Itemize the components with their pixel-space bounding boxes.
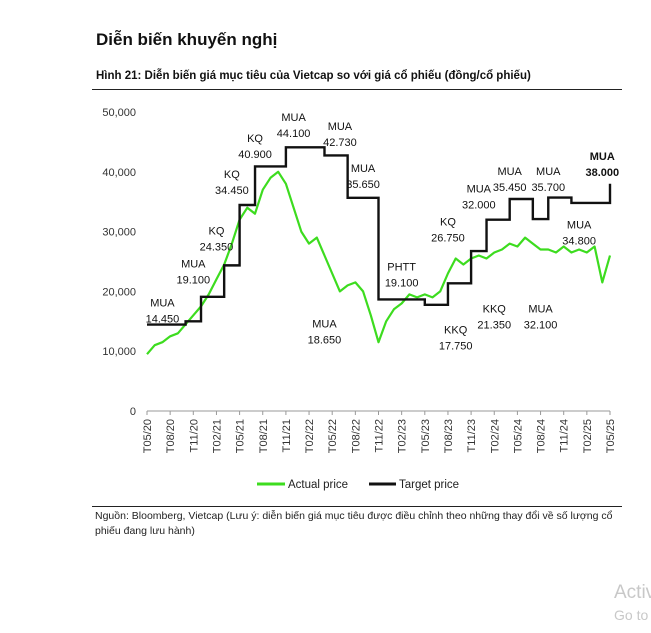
y-tick-label: 30,000 bbox=[102, 227, 136, 239]
annotation-rating: MUA bbox=[181, 258, 206, 270]
watermark-line-2: Go to bbox=[614, 607, 649, 623]
annotation-rating: MUA bbox=[567, 220, 592, 232]
annotation-value: 32.000 bbox=[462, 200, 496, 212]
annotation-value: 21.350 bbox=[477, 319, 511, 331]
x-tick-label: T05/20 bbox=[142, 419, 154, 453]
target-price-line bbox=[147, 146, 612, 326]
x-tick-label: T11/22 bbox=[374, 419, 386, 452]
annotation-value: 40.900 bbox=[238, 149, 272, 161]
x-tick-label: T11/24 bbox=[559, 419, 571, 452]
annotation-rating: MUA bbox=[497, 166, 522, 178]
annotation-value: 42.730 bbox=[323, 137, 357, 149]
x-tick-label: T11/21 bbox=[281, 419, 293, 452]
section-heading: Diễn biến khuyến nghị bbox=[96, 30, 278, 49]
x-tick-label: T02/21 bbox=[211, 419, 223, 453]
y-tick-label: 10,000 bbox=[102, 346, 136, 358]
x-axis: T05/20 T08/20 T11/20 T02/21 T05/21 T08/21 T11/… bbox=[142, 410, 617, 453]
top-rule bbox=[92, 89, 622, 90]
x-tick-label: T02/25 bbox=[582, 419, 594, 453]
annotation-rating: KQ bbox=[440, 217, 456, 229]
x-tick-label: T08/22 bbox=[350, 419, 362, 453]
annotation-rating: KQ bbox=[208, 226, 224, 238]
annotation-value: 44.100 bbox=[277, 128, 311, 140]
annotation-rating: MUA bbox=[312, 318, 337, 330]
x-tick-label: T11/23 bbox=[466, 419, 478, 452]
annotation-value: 35.700 bbox=[531, 182, 565, 194]
annotation-value: 32.100 bbox=[524, 319, 558, 331]
x-tick-label: T05/22 bbox=[327, 419, 339, 453]
annotation-rating: KKQ bbox=[444, 324, 468, 336]
chart-legend: Actual price Target price bbox=[257, 479, 459, 491]
annotation-value: 35.650 bbox=[346, 179, 380, 191]
x-tick-label: T08/23 bbox=[443, 419, 455, 453]
x-tick-label: T11/20 bbox=[188, 419, 200, 452]
bottom-rule bbox=[92, 506, 622, 507]
annotation-rating: KKQ bbox=[483, 303, 507, 315]
annotation-value: 34.450 bbox=[215, 185, 249, 197]
annotation-rating: PHTT bbox=[387, 261, 416, 273]
annotation-value: 38.000 bbox=[585, 167, 619, 179]
x-tick-label: T08/24 bbox=[536, 419, 548, 453]
x-tick-label: T05/25 bbox=[605, 419, 617, 453]
legend-label-actual: Actual price bbox=[288, 479, 348, 491]
y-tick-label: 0 bbox=[130, 406, 136, 418]
x-tick-label: T08/20 bbox=[165, 419, 177, 453]
annotation-value: 14.450 bbox=[146, 313, 180, 325]
annotation-rating: MUA bbox=[351, 163, 376, 175]
y-tick-label: 20,000 bbox=[102, 286, 136, 298]
x-tick-label: T05/24 bbox=[512, 419, 524, 453]
y-tick-label: 50,000 bbox=[102, 107, 136, 119]
annotation-rating: MUA bbox=[590, 151, 615, 163]
figure-title: Hình 21: Diễn biến giá mục tiêu của Viet… bbox=[96, 70, 531, 82]
y-tick-label: 40,000 bbox=[102, 167, 136, 179]
x-tick-label: T05/21 bbox=[235, 419, 247, 453]
x-tick-label: T02/24 bbox=[489, 419, 501, 453]
annotation-value: 19.100 bbox=[385, 277, 419, 289]
annotation-rating: MUA bbox=[150, 297, 175, 309]
annotation-value: 26.750 bbox=[431, 233, 465, 245]
annotation-value: 19.100 bbox=[176, 274, 210, 286]
annotation-rating: MUA bbox=[536, 166, 561, 178]
annotation-rating: MUA bbox=[328, 121, 353, 133]
annotation-rating: KQ bbox=[247, 133, 263, 145]
watermark-line-1: Activ bbox=[614, 582, 651, 603]
x-tick-label: T02/23 bbox=[397, 419, 409, 453]
x-tick-label: T02/22 bbox=[304, 419, 316, 453]
y-axis: 0 10,000 20,000 30,000 40,000 50,000 bbox=[102, 107, 136, 418]
annotation-rating: MUA bbox=[281, 112, 306, 124]
chart-series bbox=[146, 146, 612, 355]
legend-label-target: Target price bbox=[399, 479, 459, 491]
activation-watermark: Activ Go to bbox=[614, 582, 651, 626]
annotation-value: 17.750 bbox=[439, 340, 473, 352]
annotation-value: 18.650 bbox=[308, 334, 342, 346]
annotation-value: 24.350 bbox=[200, 242, 234, 254]
annotation-rating: KQ bbox=[224, 169, 240, 181]
source-note: Nguồn: Bloomberg, Vietcap (Lưu ý: diễn b… bbox=[95, 510, 613, 537]
annotation-rating: MUA bbox=[528, 303, 553, 315]
x-tick-label: T08/21 bbox=[258, 419, 270, 453]
x-tick-label: T05/23 bbox=[420, 419, 432, 453]
annotation-value: 34.800 bbox=[562, 236, 596, 248]
annotation-value: 35.450 bbox=[493, 182, 527, 194]
chart-annotations: MUA14.450MUA19.100KQ24.350KQ34.450KQ40.9… bbox=[146, 112, 620, 352]
annotation-rating: MUA bbox=[467, 184, 492, 196]
